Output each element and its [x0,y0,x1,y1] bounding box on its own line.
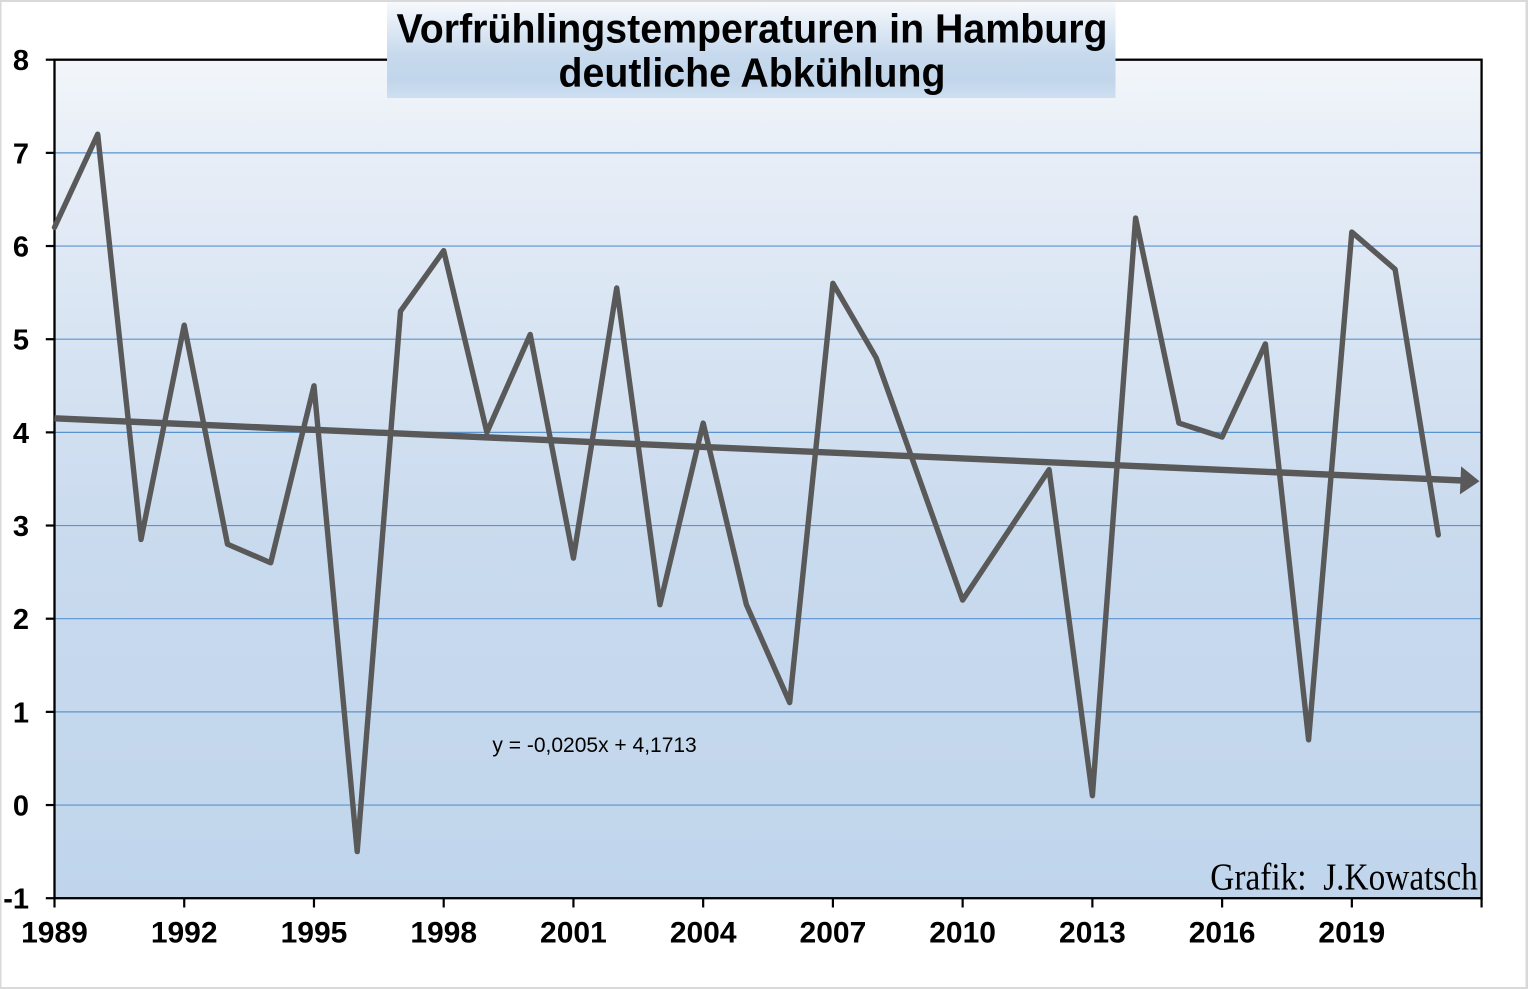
svg-text:2004: 2004 [670,917,737,950]
svg-text:6: 6 [13,231,29,263]
svg-text:1995: 1995 [281,917,348,950]
svg-text:2019: 2019 [1318,917,1385,950]
svg-text:Vorfrühlingstemperaturen in Ha: Vorfrühlingstemperaturen in Hamburg [397,6,1108,52]
svg-text:2: 2 [13,604,29,636]
svg-text:0: 0 [13,790,29,822]
svg-text:8: 8 [13,45,29,77]
svg-text:3: 3 [13,511,29,543]
svg-text:5: 5 [13,325,29,357]
svg-text:Grafik: J.Kowatsch: Grafik: J.Kowatsch [1210,857,1478,899]
svg-text:2007: 2007 [800,917,867,950]
svg-text:1: 1 [13,697,29,729]
svg-text:2016: 2016 [1189,917,1256,950]
svg-text:-1: -1 [3,884,29,916]
svg-text:1989: 1989 [21,917,88,950]
svg-text:2001: 2001 [540,917,607,950]
svg-text:1992: 1992 [151,917,218,950]
svg-text:4: 4 [13,418,29,450]
svg-text:2010: 2010 [929,917,996,950]
svg-text:y = -0,0205x + 4,1713: y = -0,0205x + 4,1713 [492,734,696,757]
svg-text:deutliche Abkühlung: deutliche Abkühlung [559,50,946,96]
svg-text:2013: 2013 [1059,917,1126,950]
svg-text:1998: 1998 [410,917,477,950]
svg-text:7: 7 [13,138,29,170]
